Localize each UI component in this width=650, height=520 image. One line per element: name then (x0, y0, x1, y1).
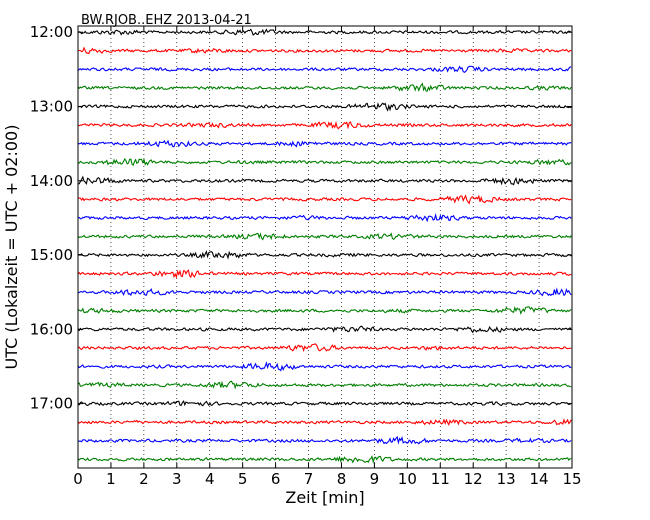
trace-line (77, 232, 572, 241)
trace-line (77, 139, 572, 148)
x-axis-label: Zeit [min] (285, 488, 364, 507)
x-tick-label: 8 (337, 470, 347, 488)
trace-line (77, 306, 572, 315)
x-tick-label: 15 (562, 470, 581, 488)
x-tick-label: 10 (398, 470, 417, 488)
x-tick-label: 5 (238, 470, 248, 488)
y-tick-label: 14:00 (30, 172, 73, 190)
trace-line (77, 361, 572, 372)
x-tick-label: 3 (172, 470, 182, 488)
trace-line (77, 287, 572, 297)
x-tick-label: 7 (304, 470, 314, 488)
trace-line (77, 400, 572, 407)
chart-title: BW.RJOB..EHZ 2013-04-21 (81, 13, 252, 28)
plot-background (78, 26, 572, 468)
trace-line (77, 418, 572, 426)
x-tick-label: 0 (73, 470, 83, 488)
x-tick-label: 6 (271, 470, 281, 488)
trace-line (77, 175, 572, 186)
y-tick-label: 13:00 (30, 97, 73, 115)
x-tick-label: 11 (431, 470, 450, 488)
y-tick-label: 16:00 (30, 320, 73, 338)
x-tick-label: 2 (139, 470, 149, 488)
trace-line (77, 435, 572, 445)
seismogram-traces (77, 28, 572, 465)
trace-line (77, 46, 572, 55)
trace-line (77, 65, 572, 74)
y-axis-label: UTC (Lokalzeit = UTC + 02:00) (2, 125, 21, 370)
trace-line (77, 28, 572, 36)
vertical-grid (110, 26, 540, 468)
y-tick-label: 12:00 (30, 23, 73, 41)
x-tick-label: 4 (205, 470, 215, 488)
y-axis-ticks: 12:00 13:00 14:00 15:00 16:00 17:00 (30, 23, 572, 413)
trace-line (77, 455, 572, 465)
trace-line (77, 380, 572, 390)
y-tick-label: 15:00 (30, 246, 73, 264)
trace-line (77, 102, 572, 112)
trace-line (77, 194, 572, 205)
x-tick-label: 14 (530, 470, 549, 488)
trace-line (77, 213, 572, 223)
x-tick-label: 12 (464, 470, 483, 488)
x-tick-label: 1 (106, 470, 116, 488)
plot-frame (77, 25, 573, 469)
trace-line (77, 120, 572, 130)
trace-line (77, 82, 572, 92)
trace-line (77, 157, 572, 167)
x-tick-label: 13 (497, 470, 516, 488)
x-axis-ticks: 0 1 2 3 4 5 6 7 8 9 10 11 12 13 14 15 (73, 26, 582, 488)
y-tick-label: 17:00 (30, 395, 73, 413)
trace-line (77, 343, 572, 353)
x-tick-label: 9 (370, 470, 380, 488)
trace-line (77, 325, 572, 334)
trace-line (77, 250, 572, 260)
trace-line (77, 269, 572, 280)
